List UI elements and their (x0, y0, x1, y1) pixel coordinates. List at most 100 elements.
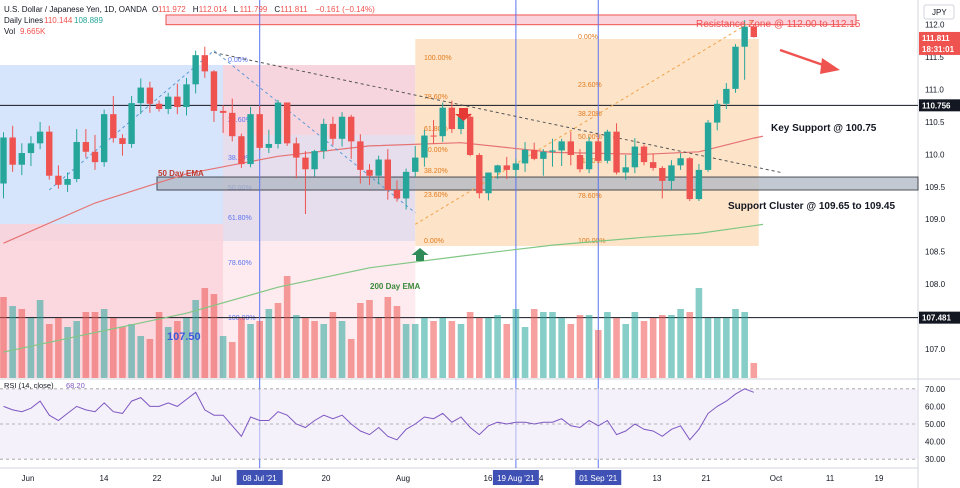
candle-body (128, 103, 135, 144)
candle-body (274, 102, 282, 144)
candle-body (27, 143, 35, 154)
volume-bar (677, 309, 684, 378)
volume-bar (576, 315, 584, 378)
price-tick: 111.0 (925, 86, 944, 95)
candle-body (512, 163, 520, 170)
daily-lines-label: Daily Lines (4, 16, 43, 25)
rsi-pane: RSI (14, close) 68.20 (0, 381, 918, 460)
candle-body (366, 169, 373, 176)
candle-body (540, 151, 547, 159)
fib-left-label-1: 23.60% (228, 117, 252, 124)
candle-body (311, 151, 318, 170)
projection-arrow-line (779, 48, 827, 68)
volume-bar (55, 318, 62, 378)
candle-body (247, 114, 254, 165)
down-arrow-icon (455, 108, 472, 121)
candle-body (46, 131, 53, 176)
candle-body (36, 131, 44, 144)
volume-bar (503, 324, 511, 378)
fib-right-label-3: 50.00% (578, 134, 602, 141)
volume-bar (100, 309, 108, 378)
volume-bar (219, 336, 227, 378)
indicator-lines (3, 19, 782, 353)
fib-left-label-4: 61.80% (228, 215, 252, 222)
volume-bar (713, 318, 721, 378)
volume-bar (256, 321, 263, 378)
time-tick-5: Aug (396, 474, 410, 483)
volume-bar (228, 342, 236, 378)
volume-bar (192, 300, 199, 378)
volume-bar (146, 339, 154, 378)
candle-body (320, 123, 327, 152)
candle-body (338, 116, 346, 139)
currency-selector[interactable]: JPY (923, 4, 955, 20)
candle-body (531, 149, 538, 159)
fib-left-label-5: 78.60% (228, 260, 252, 267)
time-tick-1: 14 (100, 474, 109, 483)
candle-body (494, 165, 501, 173)
volume-bar (512, 309, 520, 378)
volume-bar (110, 318, 117, 378)
ohlc-value-1: 112.014 (199, 5, 228, 14)
volume-bar (375, 318, 382, 378)
volume-bar (274, 303, 282, 378)
candle-body (704, 122, 712, 170)
volume-bar (622, 324, 629, 378)
candle-body (155, 103, 163, 109)
fib-mid-label-5: 23.60% (424, 192, 448, 199)
candle-body (649, 162, 657, 168)
level-107-tag: 107.481 (922, 314, 951, 323)
ema200-line (3, 223, 764, 353)
currency-label: JPY (932, 8, 947, 17)
volume-bar (540, 312, 547, 378)
level-107-label: 107.50 (167, 331, 201, 343)
candle-body (622, 167, 629, 173)
volume-bar (668, 315, 675, 378)
candle-body (201, 55, 208, 72)
candlesticks[interactable] (0, 20, 757, 214)
candle-body (686, 158, 693, 200)
volume-bar (36, 300, 44, 378)
rsi-tick-4: 70.00 (925, 385, 946, 394)
rsi-line (3, 388, 754, 441)
volume-bar (723, 318, 730, 378)
volume-bar (402, 324, 410, 378)
volume-bar (704, 318, 712, 378)
date-highlight-bg-2 (575, 470, 622, 485)
candle-body (421, 135, 428, 158)
candle-body (640, 146, 648, 163)
price-tick: 107.0 (925, 345, 946, 354)
last-price-tag: 111.811 (922, 34, 950, 43)
key-support-tag: 110.756 (922, 101, 951, 110)
candle-body (503, 165, 510, 170)
candle-body (549, 150, 556, 152)
resistance-zone (165, 14, 857, 26)
candle-body (485, 172, 492, 194)
candle-body (604, 131, 611, 161)
volume-bar (155, 312, 163, 378)
volume-bar (604, 312, 611, 378)
volume-bar (9, 306, 16, 378)
ohlc-row: O 111.972 H 112.014 L 111.799 C 111.811 −0.161 (… (152, 5, 375, 14)
volume-bar (476, 318, 483, 378)
vol-label: Vol (4, 27, 15, 36)
fib-left-label-0: 0.00% (228, 57, 248, 64)
fib-right-label-1: 23.60% (578, 82, 602, 89)
volume-bar (91, 312, 99, 378)
volume-bar (457, 324, 465, 378)
candle-body (9, 137, 16, 165)
candle-body (668, 165, 675, 181)
ohlc-value-4: −0.161 (−0.14%) (315, 5, 375, 14)
volume-bar (82, 312, 90, 378)
candle-body (146, 87, 154, 104)
candle-body (229, 112, 236, 137)
time-tick-7: 24 (535, 474, 544, 483)
volume-bar (558, 318, 565, 378)
fib-zone-pink-mid (223, 65, 416, 135)
candle-body (659, 167, 666, 181)
volume-bar (119, 327, 126, 378)
candle-body (18, 153, 25, 165)
symbol-title: U.S. Dollar / Japanese Yen, 1D, OANDA (4, 5, 148, 14)
volume-bars (0, 276, 758, 378)
fib-zones: 0.00% 23.60% 38.20% 50.00% 61.80% 78.60% 100.0… (0, 0, 919, 468)
